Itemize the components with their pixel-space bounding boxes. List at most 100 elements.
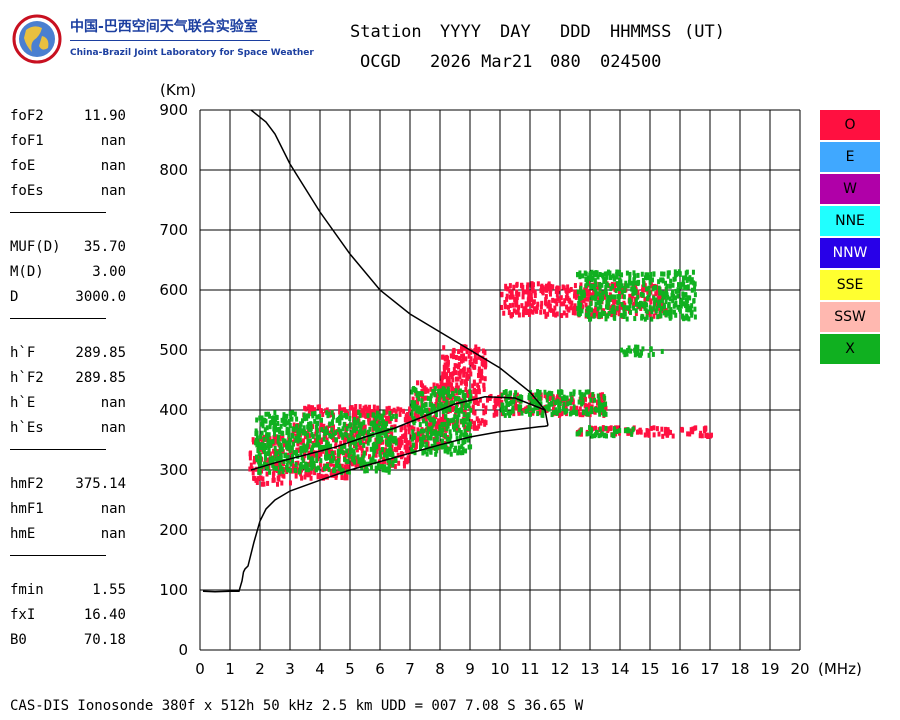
trace-point-x [267,446,271,452]
trace-point-o [517,291,521,297]
trace-point-o [616,425,620,431]
trace-point-x [601,274,605,280]
trace-point-x [388,410,392,416]
trace-point-x [461,450,465,456]
trace-point-x [659,305,663,311]
trace-point-o [574,305,578,311]
trace-point-x [433,418,437,424]
trace-point-x [680,297,684,303]
trace-point-o [423,437,427,443]
trace-point-x [457,445,461,451]
trace-point-x [513,394,517,400]
trace-point-o [250,466,254,472]
trace-point-x [575,431,579,437]
trace-point-x [444,408,448,414]
trace-point-o [408,407,412,413]
trace-point-x [416,431,420,437]
trace-point-x [285,420,289,426]
trace-point-x [433,438,437,444]
trace-point-x [596,274,600,280]
trace-point-o [500,291,504,297]
trace-point-o [416,400,420,406]
trace-point-o [360,438,364,444]
trace-point-x [387,466,391,472]
trace-point-o [667,429,671,435]
trace-point-o [414,436,418,442]
trace-point-o [442,345,446,351]
trace-point-x [662,310,666,316]
trace-point-x [454,396,458,402]
trace-point-o [462,366,466,372]
trace-point-x [506,410,510,416]
trace-point-x [338,414,342,420]
trace-point-x [299,461,303,467]
trace-point-x [357,410,361,416]
trace-point-x [273,410,277,416]
trace-point-o [473,410,477,416]
trace-point-o [693,425,697,431]
trace-point-x [619,280,623,286]
trace-point-o [435,399,439,405]
trace-point-o [505,296,509,302]
trace-point-x [551,396,555,402]
x-tick-label: 9 [465,660,475,678]
trace-point-x [604,304,608,310]
trace-point-x [437,406,441,412]
trace-point-x [663,304,667,310]
y-tick-label: 500 [159,341,188,359]
trace-point-x [590,433,594,439]
trace-point-o [387,418,391,424]
trace-point-x [275,427,279,433]
trace-point-x [603,409,607,415]
trace-point-x [271,438,275,444]
trace-point-x [379,454,383,460]
trace-point-x [550,412,554,418]
trace-point-x [362,435,366,441]
trace-point-o [482,410,486,416]
trace-point-x [271,462,275,468]
trace-point-x [664,312,668,318]
trace-point-x [369,446,373,452]
trace-point-o [458,374,462,380]
trace-point-x [587,411,591,417]
parameter-value: 3.00 [92,264,126,280]
trace-point-x [356,434,360,440]
trace-point-x [633,316,637,322]
trace-point-o [361,426,365,432]
trace-point-x [375,423,379,429]
trace-point-x [373,459,377,465]
trace-point-x [268,460,272,466]
trace-point-x [435,448,439,454]
trace-point-x [291,426,295,432]
trace-point-o [401,434,405,440]
trace-point-x [623,311,627,317]
trace-point-x [370,465,374,471]
trace-point-o [700,433,704,439]
trace-point-o [520,283,524,289]
header-station-value: OCGD [360,52,401,72]
trace-point-o [581,304,585,310]
trace-point-o [570,300,574,306]
logo-divider [70,40,270,41]
trace-point-o [404,428,408,434]
trace-point-x [616,286,620,292]
trace-point-x [307,426,311,432]
trace-point-x [320,427,324,433]
trace-point-o [587,402,591,408]
trace-point-x [593,294,597,300]
trace-point-o [318,462,322,468]
trace-point-o [524,289,528,295]
trace-point-x [627,279,631,285]
trace-point-o [277,464,281,470]
trace-point-o [474,393,478,399]
trace-point-o [527,311,531,317]
trace-point-o [525,405,529,411]
trace-point-x [598,271,602,277]
trace-point-x [643,301,647,307]
trace-point-x [635,301,639,307]
trace-point-x [546,392,550,398]
trace-point-x [594,282,598,288]
trace-point-o [636,289,640,295]
trace-point-o [664,426,668,432]
trace-point-x [369,457,373,463]
